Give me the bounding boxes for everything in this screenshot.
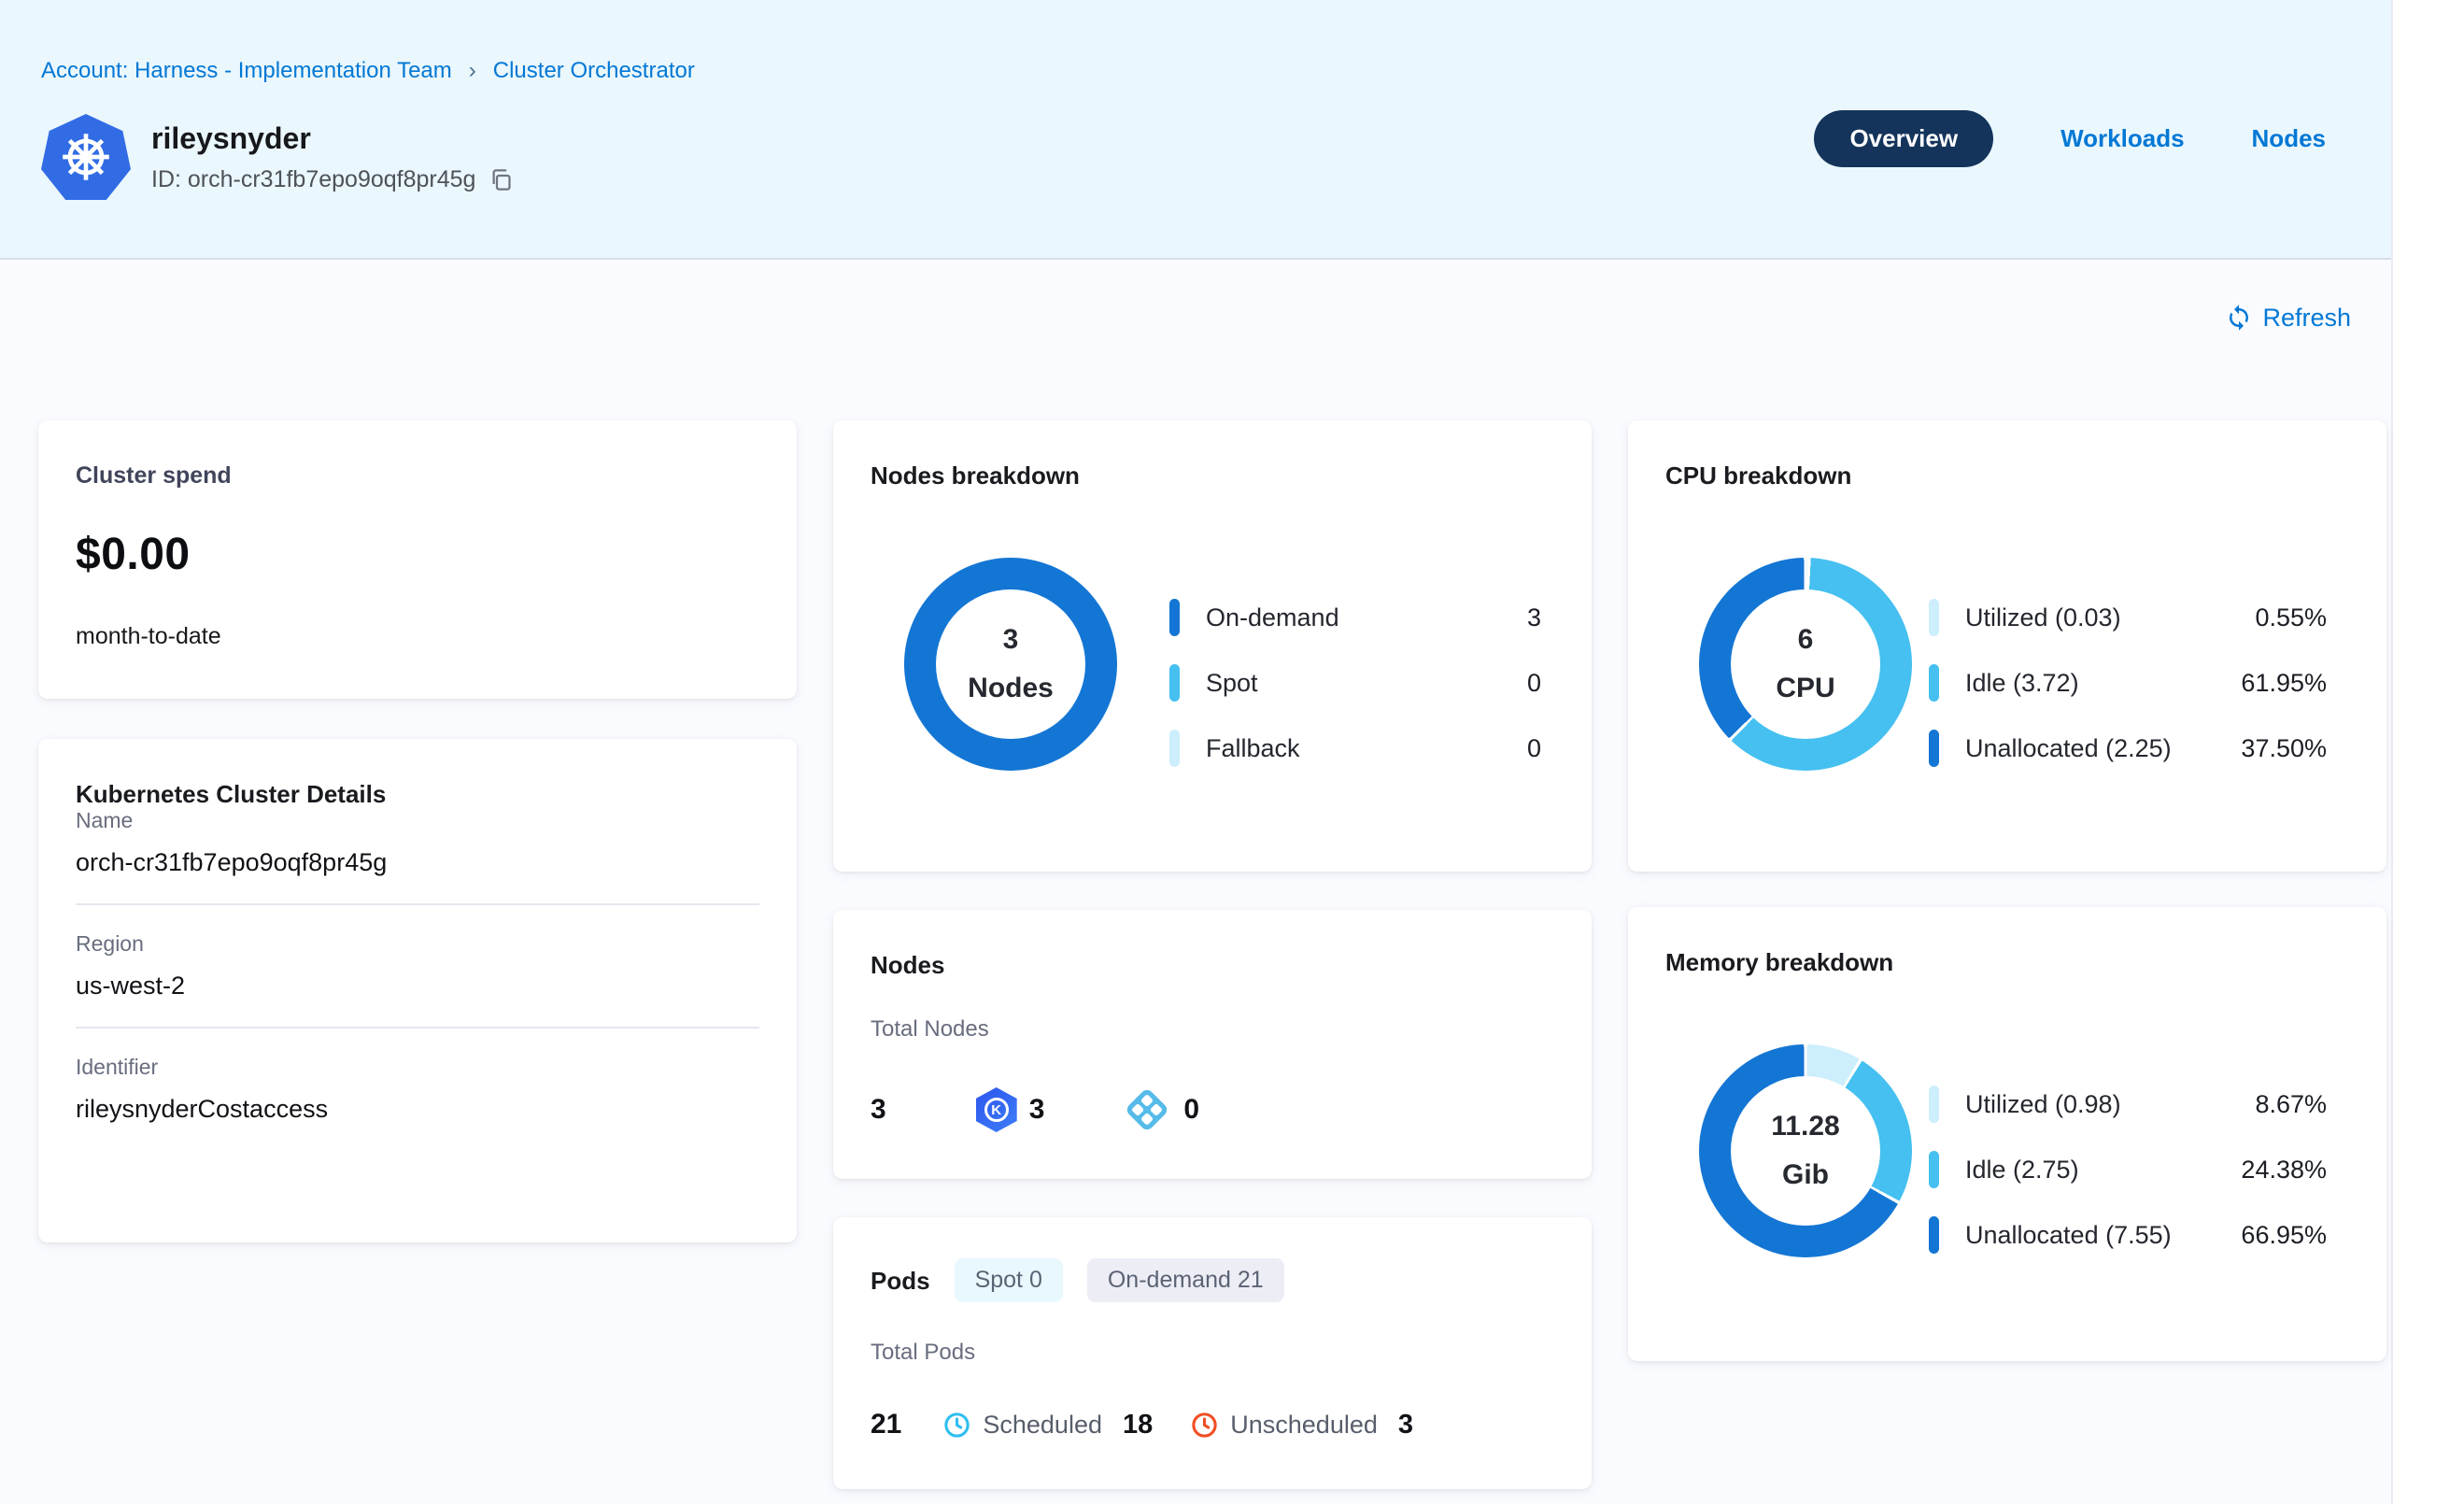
kubernetes-logo-icon: [41, 114, 131, 200]
cluster-spend-period: month-to-date: [76, 623, 221, 649]
idle-marker: [1929, 1151, 1939, 1188]
cpu-breakdown-card: CPU breakdown 6 CPU Utilized (0.03): [1628, 420, 2386, 872]
legend-row-utilized: Utilized (0.03) 0.55%: [1929, 598, 2327, 637]
unscheduled-label: Unscheduled: [1230, 1410, 1378, 1439]
page-title: rileysnyder: [151, 121, 311, 155]
karpenter-nodes-count: 3: [1028, 1094, 1045, 1125]
breadcrumb-account-link[interactable]: Account: Harness - Implementation Team: [41, 58, 452, 83]
memory-breakdown-title: Memory breakdown: [1665, 948, 1894, 976]
legend-row-on-demand: On-demand 3: [1169, 598, 1541, 637]
total-nodes-value: 3: [871, 1094, 886, 1125]
total-nodes-label: Total Nodes: [871, 1016, 989, 1042]
unscheduled-count: 3: [1397, 1409, 1414, 1440]
utilized-marker: [1929, 599, 1939, 636]
detail-field-region: Region us-west-2: [76, 931, 186, 1000]
refresh-button[interactable]: Refresh: [2225, 301, 2351, 334]
tab-workloads[interactable]: Workloads: [2060, 124, 2185, 152]
legend-row-idle: Idle (2.75) 24.38%: [1929, 1150, 2327, 1189]
unallocated-marker: [1929, 730, 1939, 767]
nodes-donut-chart: 3 Nodes: [904, 558, 1117, 771]
nodes-breakdown-legend: On-demand 3 Spot 0 Fallback: [1169, 598, 1554, 771]
divider: [76, 903, 759, 905]
nodes-breakdown-title: Nodes breakdown: [871, 461, 1080, 490]
divider: [76, 1027, 759, 1029]
nodes-breakdown-card: Nodes breakdown 3 Nodes On-demand: [833, 420, 1592, 872]
pods-card: Pods Spot 0 On-demand 21 Total Pods 21: [833, 1217, 1592, 1489]
page-content: Account: Harness - Implementation Team ›…: [0, 0, 2393, 1504]
breadcrumb: Account: Harness - Implementation Team ›…: [41, 58, 2326, 84]
unallocated-marker: [1929, 1216, 1939, 1254]
total-pods-value: 21: [871, 1409, 902, 1440]
cluster-details-title: Kubernetes Cluster Details: [76, 780, 387, 808]
cluster-details-card: Kubernetes Cluster Details Name orch-cr3…: [38, 739, 797, 1242]
scheduled-label: Scheduled: [983, 1410, 1102, 1439]
cluster-spend-card: Cluster spend $0.00 month-to-date: [38, 420, 797, 699]
nodes-title: Nodes: [871, 951, 945, 979]
memory-breakdown-card: Memory breakdown 11.28 Gib Utilized (0.9: [1628, 907, 2386, 1361]
cpu-donut-chart: 6 CPU: [1699, 558, 1912, 771]
scheduled-count: 18: [1122, 1409, 1154, 1440]
spot-marker: [1169, 664, 1180, 702]
unscheduled-clock-icon: [1190, 1411, 1219, 1440]
pods-title: Pods: [871, 1266, 930, 1295]
on-demand-marker: [1169, 599, 1180, 636]
copy-icon[interactable]: [489, 167, 514, 192]
detail-field-identifier: Identifier rileysnyderCostaccess: [76, 1055, 329, 1123]
legend-row-unallocated: Unallocated (7.55) 66.95%: [1929, 1215, 2327, 1255]
cpu-breakdown-legend: Utilized (0.03) 0.55% Idle (3.72) 61.95%…: [1929, 598, 2349, 771]
detail-field-name: Name orch-cr31fb7epo9oqf8pr45g: [76, 808, 388, 876]
total-pods-label: Total Pods: [871, 1340, 976, 1365]
cpu-breakdown-title: CPU breakdown: [1665, 461, 1852, 490]
fallback-marker: [1169, 730, 1180, 767]
view-tabs: Overview Workloads Nodes: [1814, 110, 2326, 167]
legend-row-idle: Idle (3.72) 61.95%: [1929, 663, 2327, 702]
legend-row-utilized: Utilized (0.98) 8.67%: [1929, 1085, 2327, 1124]
spot-pods-badge: Spot 0: [954, 1258, 1063, 1302]
breadcrumb-cluster-orchestrator-link[interactable]: Cluster Orchestrator: [492, 58, 695, 83]
breadcrumb-separator-icon: ›: [468, 58, 476, 83]
legend-row-spot: Spot 0: [1169, 663, 1541, 702]
cluster-spend-title: Cluster spend: [76, 462, 232, 489]
on-demand-pods-badge: On-demand 21: [1086, 1258, 1284, 1302]
spot-nodes-icon: [1123, 1085, 1171, 1134]
spot-nodes-count: 0: [1183, 1094, 1200, 1125]
cluster-spend-amount: $0.00: [76, 530, 191, 579]
scheduled-clock-icon: [942, 1411, 971, 1440]
legend-row-unallocated: Unallocated (2.25) 37.50%: [1929, 729, 2327, 768]
memory-breakdown-legend: Utilized (0.98) 8.67% Idle (2.75) 24.38%…: [1929, 1085, 2349, 1257]
memory-donut-chart: 11.28 Gib: [1699, 1044, 1912, 1257]
tab-nodes[interactable]: Nodes: [2251, 124, 2326, 152]
nodes-card: Nodes Total Nodes 3 K 3 0: [833, 910, 1592, 1179]
refresh-icon: [2230, 305, 2249, 331]
idle-marker: [1929, 664, 1939, 702]
tab-overview[interactable]: Overview: [1814, 110, 1994, 167]
utilized-marker: [1929, 1085, 1939, 1123]
cluster-header: Account: Harness - Implementation Team ›…: [0, 0, 2391, 260]
cluster-id: ID: orch-cr31fb7epo9oqf8pr45g: [151, 166, 476, 192]
legend-row-fallback: Fallback 0: [1169, 729, 1541, 768]
karpenter-icon: K: [975, 1087, 1017, 1132]
